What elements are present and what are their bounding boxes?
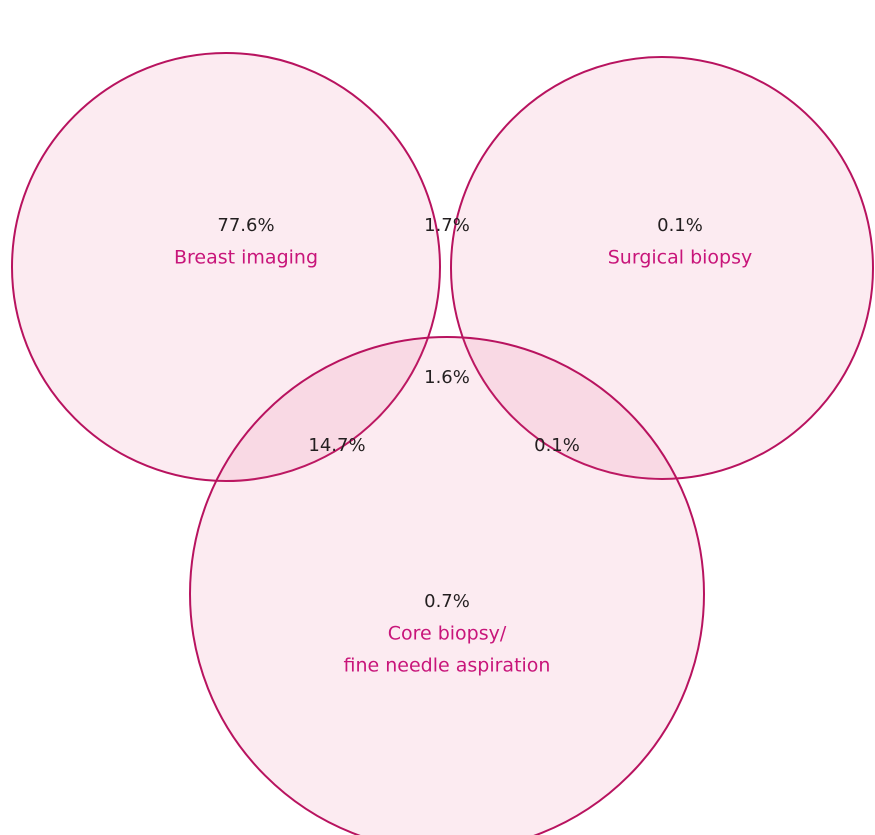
region-value: 1.7% <box>424 215 470 236</box>
region-value: 0.7% <box>424 591 470 612</box>
set-circle <box>450 56 874 480</box>
region-value: 1.6% <box>424 367 470 388</box>
region-value: 0.1% <box>534 435 580 456</box>
set-circle <box>189 336 705 835</box>
set-circle <box>11 52 441 482</box>
set-label: Surgical biopsy <box>608 247 753 269</box>
set-label: Breast imaging <box>174 247 318 269</box>
region-value: 0.1% <box>657 215 703 236</box>
set-label: Core biopsy/ <box>388 623 507 645</box>
region-value: 77.6% <box>217 215 274 236</box>
set-label: fine needle aspiration <box>344 655 551 677</box>
region-value: 14.7% <box>308 435 365 456</box>
